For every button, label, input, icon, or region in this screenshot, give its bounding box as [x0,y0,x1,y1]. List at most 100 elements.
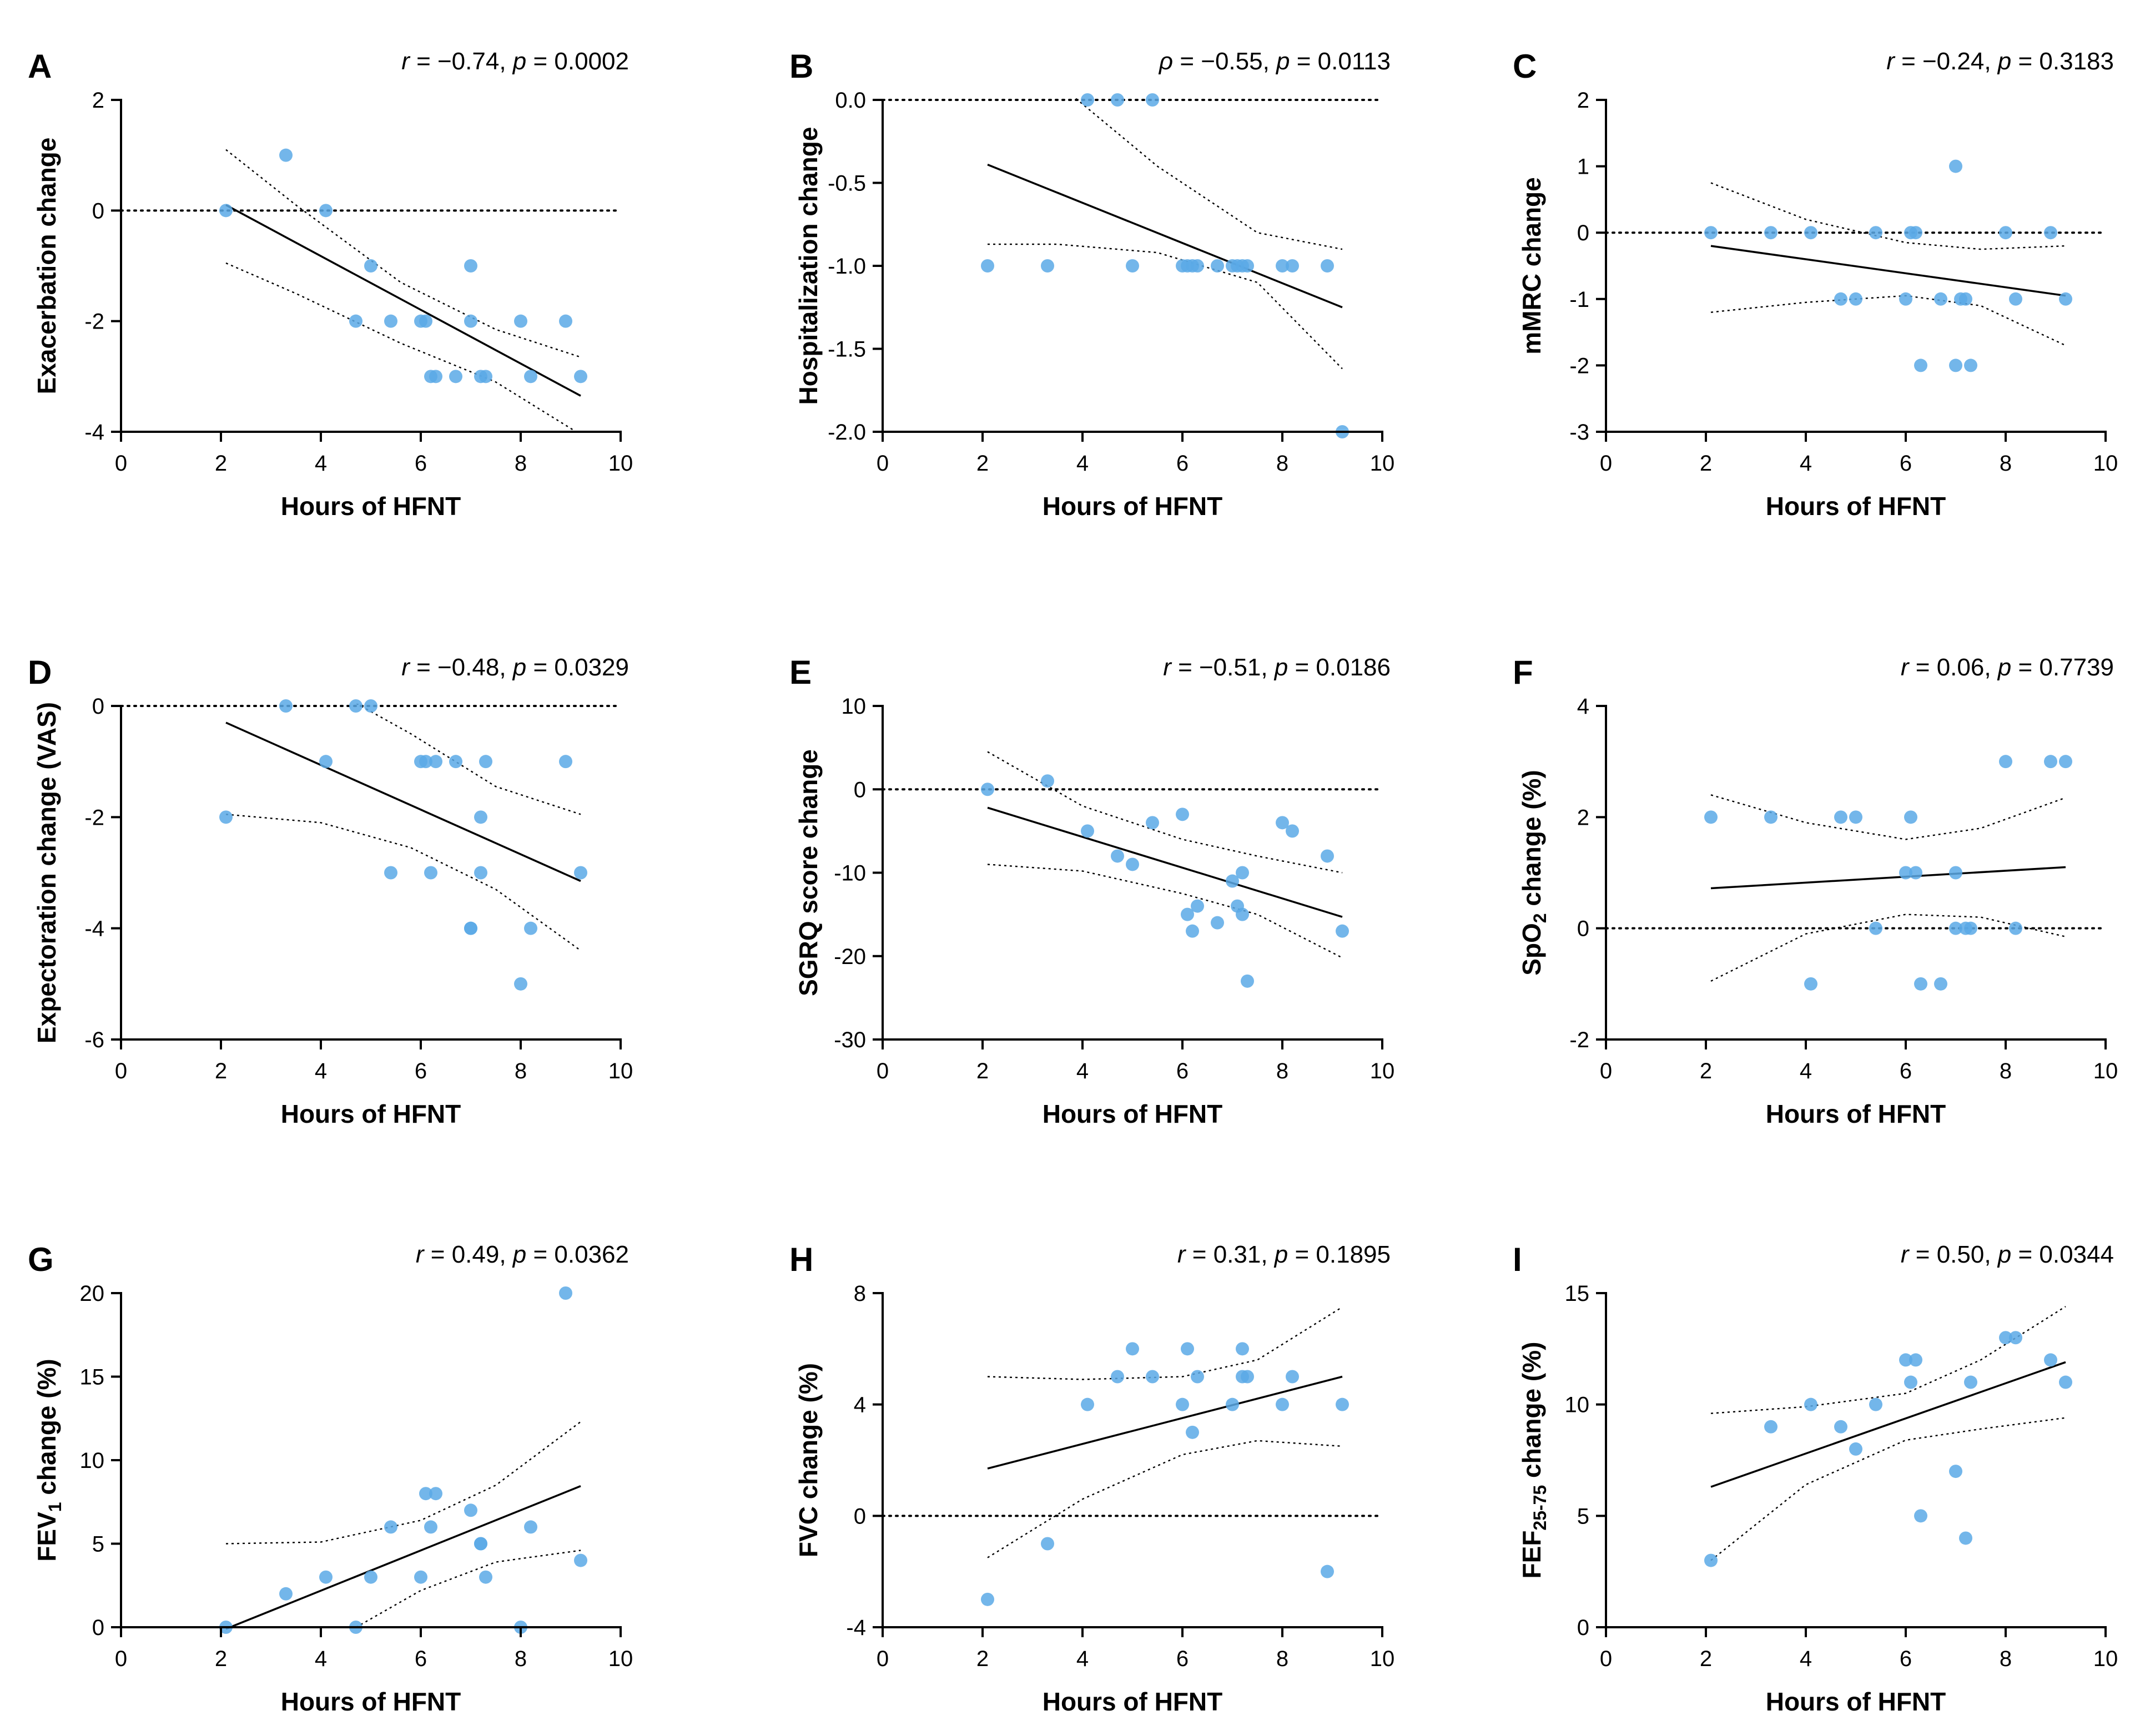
p-symbol: p [1997,48,2011,75]
x-tick-label: 6 [1176,1059,1189,1083]
ci-lower-line [987,1440,1343,1558]
data-point [1849,1442,1862,1456]
y-tick-label: -2.0 [828,420,866,445]
y-axis-title-end: change (%) [1517,770,1546,913]
data-point [524,921,537,935]
confidence-band [987,751,1343,958]
x-tick-label: 0 [115,451,127,476]
data-point [464,259,477,272]
data-point [364,259,377,272]
data-point [424,1520,437,1534]
y-axis-title-end: change (%) [32,1359,61,1502]
data-point [1999,226,2012,240]
stat-value: = −0.51, [1171,654,1275,681]
data-point [1191,1370,1204,1384]
data-point [574,1553,587,1567]
y-tick-label: -4 [84,917,104,941]
x-tick-label: 10 [1370,1059,1395,1083]
panel-letter: I [1513,1241,1522,1278]
data-point [524,370,537,383]
data-point [319,755,333,769]
data-point [559,1286,572,1300]
panel-letter: G [28,1241,54,1278]
data-point [514,977,527,991]
regression-line [987,1375,1343,1470]
x-tick-label: 6 [1900,1647,1912,1671]
ci-lower-line [355,1550,581,1627]
stat-symbol: ρ [1158,48,1173,75]
data-point [2044,755,2057,769]
data-point [1336,1397,1349,1411]
data-point [1949,359,1962,372]
x-tick-label: 0 [1600,451,1612,476]
y-axis-title-main: FEV [32,1512,61,1562]
ci-upper-line [1710,182,2066,250]
p-value: = 0.7739 [2011,654,2114,681]
data-point [464,921,477,935]
stat-annotation: r = 0.49, p = 0.0362 [416,1241,629,1268]
ci-upper-line [225,149,581,358]
data-point [574,866,587,880]
data-point [1899,292,1912,306]
y-axis-title: SpO2 change (%) [1517,770,1550,976]
y-tick-label: -2 [1569,1028,1589,1052]
y-tick-label: 15 [1565,1281,1590,1306]
stat-symbol: r [1886,48,1896,75]
y-tick-label: 0 [854,1504,866,1528]
x-tick-label: 8 [1276,1059,1288,1083]
data-point [1704,226,1718,240]
x-tick-label: 0 [877,1059,889,1083]
y-tick-label: -4 [846,1616,866,1640]
y-tick-label: -30 [834,1028,866,1052]
data-point [1321,259,1334,272]
data-point [1181,907,1194,921]
x-tick-label: 4 [1800,451,1812,476]
p-symbol: p [512,654,526,681]
data-point [1126,1342,1139,1356]
panel-letter: D [28,654,52,691]
data-point [1869,1397,1882,1411]
stat-symbol: r [1901,654,1910,681]
data-point [1834,810,1847,824]
data-point [449,755,462,769]
data-point [2059,755,2072,769]
panel-letter: H [789,1241,813,1278]
y-tick-label: 0 [1577,221,1589,245]
x-tick-label: 4 [1800,1647,1812,1671]
data-point [464,314,477,328]
stat-annotation: r = −0.51, p = 0.0186 [1163,654,1391,681]
data-point [1849,810,1862,824]
p-value: = 0.0362 [526,1241,629,1268]
x-tick-label: 2 [1700,1059,1712,1083]
data-point [1336,924,1349,938]
y-tick-label: 8 [854,1281,866,1306]
x-tick-label: 6 [415,1059,427,1083]
x-tick-label: 8 [515,451,527,476]
data-point [319,204,333,218]
x-tick-label: 10 [608,1059,633,1083]
y-tick-label: -2 [1569,354,1589,378]
data-point [1869,226,1882,240]
data-point [1949,1465,1962,1478]
x-tick-label: 4 [1800,1059,1812,1083]
stat-value: = 0.06, [1909,654,1998,681]
data-point [1904,810,1917,824]
stat-symbol: r [401,48,411,75]
data-point [364,699,377,713]
stat-symbol: r [1177,1241,1187,1268]
data-point [2009,921,2022,935]
stat-symbol: r [416,1241,425,1268]
y-axis-title: SGRQ score change [794,749,823,996]
data-point [1899,866,1912,880]
x-tick-label: 2 [215,1059,227,1083]
data-point [1081,824,1094,838]
x-tick-label: 4 [1076,1647,1089,1671]
data-point [319,1570,333,1584]
data-point [1999,1331,2012,1345]
y-tick-label: 0.0 [835,88,866,113]
x-tick-label: 2 [1700,1647,1712,1671]
data-point [279,1587,293,1601]
data-point [1276,816,1289,830]
